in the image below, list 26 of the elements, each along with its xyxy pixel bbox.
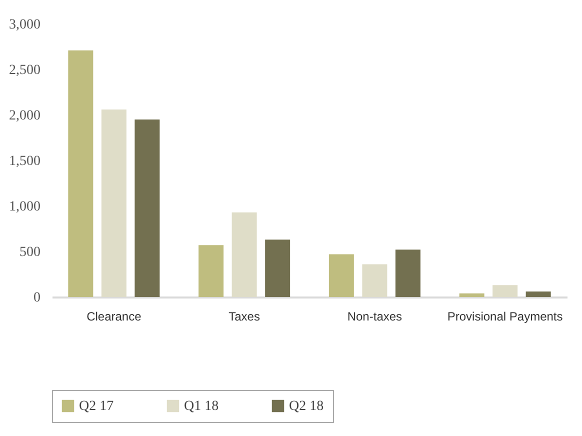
bar — [362, 264, 388, 297]
y-tick-label: 2,000 — [9, 108, 40, 124]
bar — [134, 120, 160, 297]
x-tick-label: Non-taxes — [347, 310, 402, 324]
x-tick-label: Taxes — [228, 310, 260, 324]
bar — [395, 250, 420, 297]
y-tick-label: 1,500 — [9, 154, 40, 169]
bar — [492, 285, 518, 297]
legend-label: Q1 18 — [184, 399, 219, 414]
bar — [459, 293, 484, 297]
legend-label: Q2 17 — [79, 399, 114, 414]
bar — [265, 240, 290, 297]
y-tick-label: 2,500 — [9, 63, 40, 78]
bar — [68, 50, 94, 297]
x-tick-label: Clearance — [86, 310, 142, 324]
legend-label: Q2 18 — [289, 399, 324, 414]
bar — [101, 110, 126, 297]
y-tick-label: 1,000 — [9, 200, 40, 214]
x-tick-label: Provisional Payments — [447, 310, 563, 324]
y-tick-label: 500 — [20, 245, 40, 260]
bar — [232, 212, 257, 297]
bar — [328, 254, 354, 297]
y-tick-label: 0 — [34, 290, 40, 306]
y-tick-label: 3,000 — [9, 18, 40, 32]
bar — [526, 292, 551, 297]
bar — [198, 245, 224, 297]
